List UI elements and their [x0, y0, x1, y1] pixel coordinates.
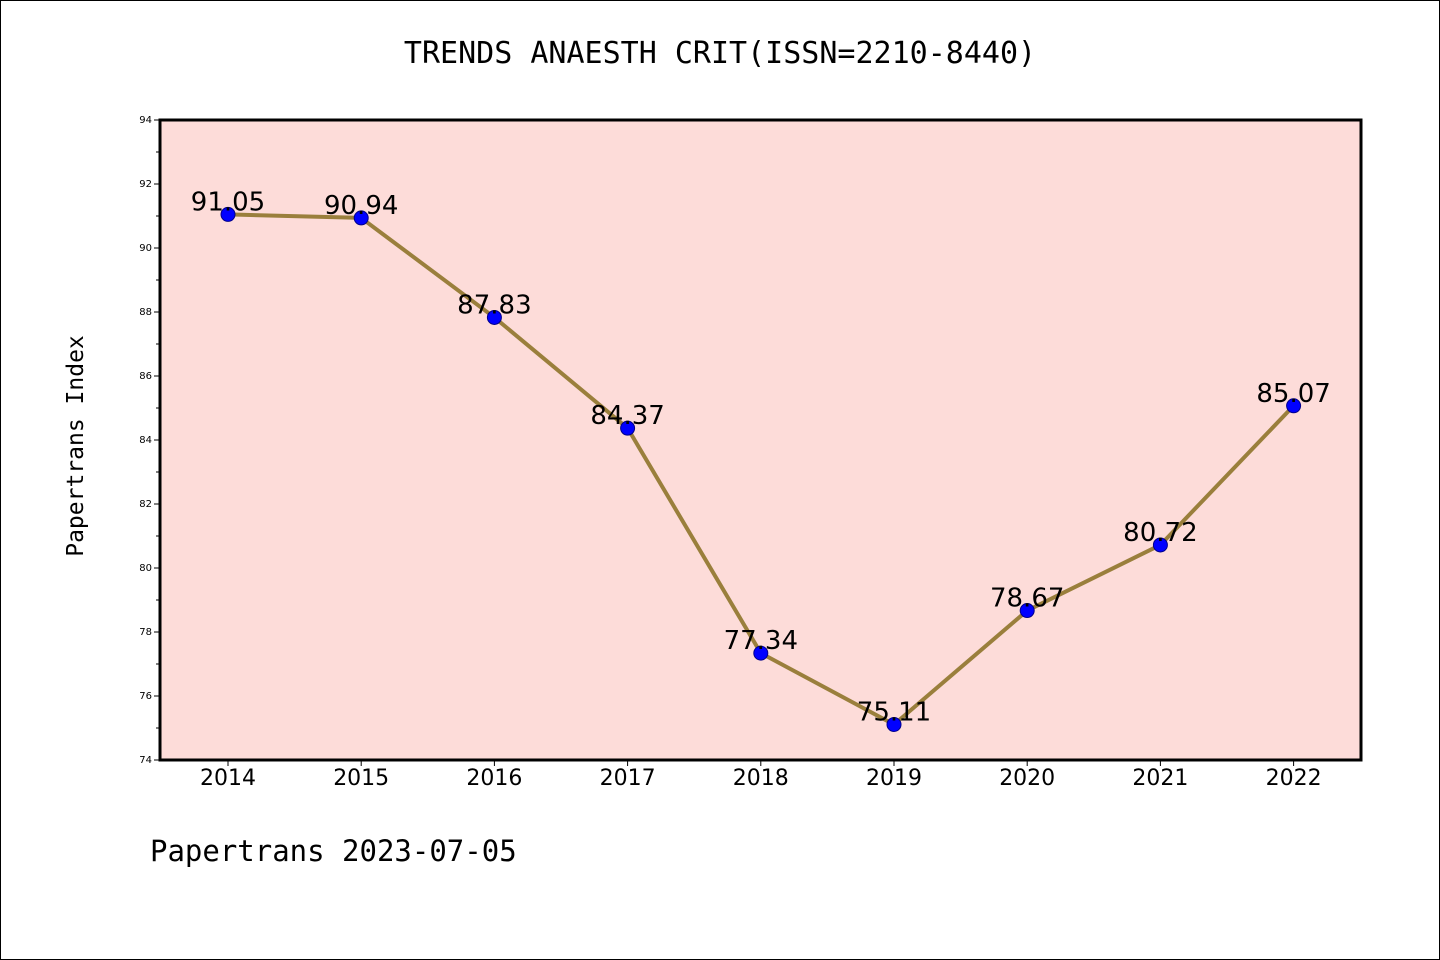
- data-point: [1019, 603, 1035, 619]
- data-label: 80.72: [1123, 518, 1197, 548]
- data-point: [353, 210, 369, 226]
- y-tick-label: 80: [139, 563, 152, 574]
- y-tick-label: 90: [139, 243, 152, 254]
- x-tick-label: 2022: [1266, 766, 1322, 791]
- y-tick-label: 92: [139, 179, 152, 190]
- x-tick-label: 2021: [1132, 766, 1188, 791]
- y-tick-label: 78: [139, 627, 152, 638]
- x-tick-label: 2018: [733, 766, 789, 791]
- y-tick-label: 74: [139, 755, 152, 766]
- data-label: 75.11: [857, 697, 931, 727]
- data-label: 90.94: [324, 191, 398, 221]
- data-point: [1286, 398, 1302, 414]
- x-tick-label: 2020: [999, 766, 1055, 791]
- data-labels: 91.05 90.94 87.83 84.37 77.34 75.11 78.67 80.72…: [191, 187, 1331, 727]
- data-point: [220, 206, 236, 222]
- x-tick-label: 2015: [333, 766, 389, 791]
- data-point: [886, 716, 902, 732]
- data-point: [753, 645, 769, 661]
- data-label: 91.05: [191, 187, 265, 217]
- data-label: 77.34: [724, 626, 798, 656]
- x-tick-label: 2014: [200, 766, 256, 791]
- x-tick-label: 2017: [600, 766, 656, 791]
- y-tick-label: 94: [139, 115, 152, 126]
- data-point: [620, 420, 636, 436]
- data-point: [1152, 537, 1168, 553]
- data-label: 84.37: [590, 401, 664, 431]
- x-axis: 2014 2015 2016 2017 2018 2019 2020 2021 2022: [200, 760, 1322, 791]
- chart-title: TRENDS ANAESTH CRIT(ISSN=2210-8440): [403, 36, 1037, 71]
- plot-border: [158, 118, 1363, 762]
- y-axis: 74 76 78 80 82 84 86 88 90 92 94: [139, 115, 160, 766]
- y-tick-label: 88: [139, 307, 152, 318]
- footer-text: Papertrans 2023-07-05: [150, 834, 517, 868]
- y-tick-label: 82: [139, 499, 152, 510]
- data-label: 78.67: [990, 584, 1064, 614]
- data-label: 87.83: [457, 290, 531, 320]
- y-tick-label: 84: [139, 435, 152, 446]
- y-tick-label: 76: [139, 691, 152, 702]
- data-label: 85.07: [1256, 379, 1330, 409]
- y-tick-label: 86: [139, 371, 152, 382]
- x-tick-label: 2019: [866, 766, 922, 791]
- data-point: [486, 309, 502, 325]
- series-markers: [220, 206, 1302, 732]
- x-tick-label: 2016: [466, 766, 522, 791]
